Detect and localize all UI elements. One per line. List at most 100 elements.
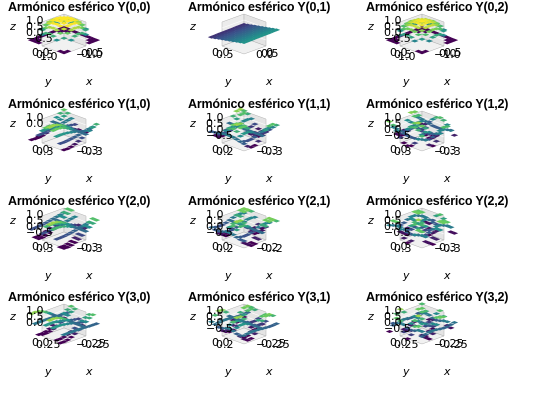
surface-patch [56, 19, 65, 23]
surface-patch [63, 212, 72, 216]
chart-title: Armónico esférico Y(3,2) [366, 290, 509, 304]
grid-line [63, 116, 87, 126]
surface-patch [233, 324, 241, 328]
surface-patch [60, 51, 68, 55]
z-tick-label: −0.5 [384, 32, 411, 45]
y-axis-label: y [44, 75, 52, 88]
z-tick-label: 1.0 [26, 208, 44, 221]
z-tick-label: 0.5 [206, 214, 224, 227]
surface-patch [49, 317, 57, 321]
z-tick-label: −0.5 [384, 322, 411, 335]
z-tick-label: 0.5 [384, 310, 402, 323]
surface-patch [421, 138, 430, 142]
surface-patch [49, 221, 57, 225]
y-tick-label: 0.3 [36, 242, 54, 255]
surface-patch [418, 317, 426, 321]
surface-patch [447, 323, 455, 327]
chart-panel: Armónico esférico Y(0,1) z 0.0 0.5 0.0 0.5 0 y x [182, 0, 360, 96]
z-tick-label: 0.0 [384, 316, 402, 329]
surface-patch [35, 237, 43, 241]
surface-patch [251, 143, 259, 147]
chart-title: Armónico esférico Y(2,2) [366, 194, 509, 208]
surface-patch [254, 237, 263, 241]
surface-patch [38, 333, 47, 336]
x-axis-label: x [265, 365, 273, 378]
x-tick-label: 0.3 [81, 241, 99, 254]
surface-patch [418, 223, 426, 227]
y-tick-label: 0.5 [216, 48, 234, 61]
surface-patch [247, 231, 255, 235]
surface-patch [89, 125, 97, 129]
x-tick-label: 0.5 [86, 46, 104, 59]
surface-patch [56, 123, 65, 127]
z-axis-label: z [367, 20, 374, 33]
surface-patch [425, 143, 433, 147]
z-tick-label: 1.0 [206, 208, 224, 221]
axes-3d: 1.00.50.0−0.5z0.00.3 −0.30.3y x [367, 207, 461, 282]
surface-patch [425, 231, 433, 235]
surface-patch [38, 223, 47, 227]
surface-patch [207, 320, 216, 324]
surface-patch [439, 326, 448, 330]
surface-patch [418, 29, 426, 33]
surface-patch [67, 38, 75, 42]
x-tick-label: −0.2 [256, 242, 283, 255]
surface-patch [45, 219, 54, 223]
surface-patch [78, 233, 86, 237]
surface-patch [60, 120, 68, 124]
z-tick-label: 0.0 [384, 26, 402, 39]
y-axis-label: y [44, 172, 52, 185]
y-tick-label: 0.5 [36, 48, 54, 61]
surface-patch [254, 127, 263, 131]
surface-patch [45, 222, 54, 226]
y-axis-label: y [402, 172, 410, 185]
surface-patch [45, 329, 54, 333]
y-tick-label: 0.0 [32, 240, 50, 253]
surface-patch [243, 217, 252, 221]
surface-patch [60, 21, 68, 25]
chart-panel: Armónico esférico Y(2,1) 1.0 0.5 0.0 −0.5 z 0.… [182, 194, 360, 290]
surface-patch [439, 125, 448, 129]
surface-patch [436, 223, 444, 227]
surface-patch [432, 222, 441, 226]
surface-patch [92, 122, 101, 126]
surface-patch [385, 330, 394, 333]
surface-patch [222, 34, 230, 37]
surface-patch [240, 41, 248, 44]
surface-patch [42, 221, 50, 225]
surface-patch [421, 240, 430, 244]
x-tick-label: 0.3 [261, 144, 279, 157]
surface-patch [56, 341, 65, 345]
x-tick-label: 0.2 [261, 241, 279, 254]
surface-patch [56, 24, 65, 28]
z-tick-label: 1.0 [26, 111, 44, 124]
y-tick-label: 0.5 [394, 48, 412, 61]
surface-patch [236, 113, 245, 117]
z-tick-label: 0.5 [206, 117, 224, 130]
surface-patch [63, 308, 72, 312]
surface-patch [418, 335, 426, 338]
z-tick-label: 1.0 [26, 304, 44, 317]
x-tick-label: −0.3 [256, 145, 283, 158]
surface-patch [254, 222, 263, 226]
z-tick-label: 1.0 [206, 304, 224, 317]
surface-patch [56, 245, 65, 249]
surface-patch [53, 237, 61, 241]
surface-patch [71, 321, 79, 325]
surface-patch [247, 307, 255, 311]
surface-patch [63, 118, 72, 122]
surface-patch [421, 19, 430, 22]
surface-patch [396, 33, 405, 37]
surface-patch [421, 332, 430, 336]
chart-panel: Armónico esférico Y(1,2) 1.0 0.5 0.0 −0.5 z 0.… [360, 97, 538, 193]
y-tick-label: 1.0 [40, 50, 58, 63]
z-tick-label: −0.5 [206, 226, 233, 239]
surface-patch [211, 225, 219, 229]
surface-patch [403, 129, 412, 133]
grid-line [399, 309, 423, 319]
surface-patch [60, 333, 68, 337]
surface-patch [439, 319, 448, 323]
x-axis-label: x [85, 172, 93, 185]
surface-patch [74, 237, 83, 241]
surface-patch [67, 231, 75, 235]
